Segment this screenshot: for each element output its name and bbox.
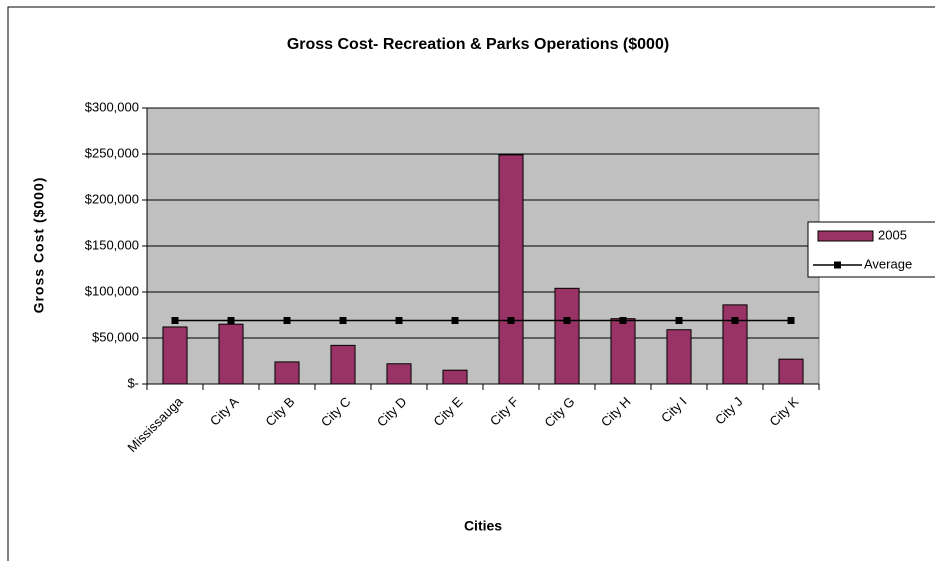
legend-marker (834, 261, 841, 269)
bar (442, 369, 468, 385)
marker (507, 317, 515, 325)
marker (675, 317, 683, 325)
y-axis-label: Gross Cost ($000) (31, 177, 47, 314)
marker (283, 317, 291, 325)
bar (162, 326, 188, 385)
y-tick-label: $100,000 (85, 283, 139, 298)
marker (339, 317, 347, 325)
marker (227, 317, 235, 325)
bar (610, 318, 636, 385)
marker (619, 317, 627, 325)
y-tick-label: $200,000 (85, 191, 139, 206)
legend-label: 2005 (878, 227, 907, 242)
bar (330, 344, 356, 385)
bar (778, 358, 804, 385)
bar (386, 363, 412, 385)
y-tick-label: $150,000 (85, 237, 139, 252)
marker (171, 317, 179, 325)
marker (563, 317, 571, 325)
marker (451, 317, 459, 325)
y-tick-label: $50,000 (92, 329, 139, 344)
y-tick-label: $250,000 (85, 145, 139, 160)
legend-label: Average (864, 256, 912, 271)
bar (722, 304, 748, 385)
bar (554, 287, 580, 385)
x-axis-label: Cities (464, 518, 502, 534)
marker (787, 317, 795, 325)
bar (498, 154, 524, 385)
bar (218, 323, 244, 385)
y-tick-label: $300,000 (85, 99, 139, 114)
bar (666, 329, 692, 385)
bar (274, 361, 300, 385)
marker (731, 317, 739, 325)
y-tick-label: $- (127, 375, 139, 390)
chart-title: Gross Cost- Recreation & Parks Operation… (287, 36, 669, 53)
marker (395, 317, 403, 325)
legend-swatch (817, 230, 874, 242)
